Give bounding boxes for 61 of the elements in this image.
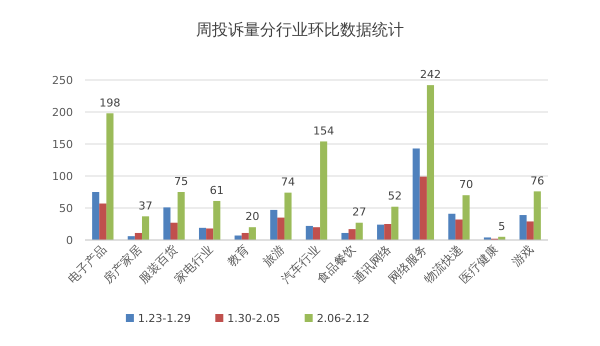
- bar: [178, 192, 185, 240]
- bar: [277, 218, 284, 240]
- data-label: 61: [210, 184, 224, 197]
- data-label: 70: [459, 178, 474, 192]
- data-label: 74: [281, 176, 296, 189]
- bar: [312, 227, 320, 240]
- bar: [134, 232, 142, 240]
- chart-title: 周投诉量分行业环比数据统计: [196, 20, 404, 39]
- y-tick-label: 100: [52, 170, 73, 183]
- bar: [306, 226, 313, 240]
- bar: [106, 113, 114, 240]
- bar: [242, 232, 249, 240]
- data-label: 5: [498, 220, 506, 233]
- data-label: 20: [245, 210, 260, 224]
- legend-label: 1.30-2.05: [227, 312, 280, 325]
- y-tick-label: 50: [59, 202, 73, 215]
- bar: [270, 210, 278, 240]
- bar: [448, 214, 456, 240]
- data-label: 37: [138, 199, 153, 212]
- legend-label: 2.06-2.12: [316, 312, 370, 325]
- bar: [520, 215, 527, 240]
- bar: [284, 192, 292, 240]
- x-tick-label: 教育: [224, 242, 252, 270]
- bar: [348, 229, 356, 240]
- bar: [377, 224, 384, 240]
- bar: [455, 220, 463, 240]
- data-label: 27: [352, 206, 366, 219]
- bar: [391, 206, 398, 240]
- bar: [213, 200, 220, 240]
- bar: [206, 228, 214, 240]
- bar: [248, 227, 256, 240]
- bar: [128, 236, 135, 240]
- y-tick-label: 150: [52, 138, 73, 151]
- bar: [384, 224, 392, 240]
- y-tick-label: 250: [52, 74, 73, 87]
- x-tick-label: 游戏: [509, 242, 536, 270]
- legend-label: 1.23-1.29: [138, 312, 191, 325]
- data-label: 76: [530, 174, 544, 188]
- data-label: 242: [420, 68, 441, 82]
- bar: [412, 148, 420, 240]
- bar: [99, 204, 106, 240]
- y-tick-label: 0: [66, 234, 73, 247]
- bar: [526, 221, 534, 240]
- bar: [163, 207, 170, 240]
- bar: [142, 216, 150, 240]
- bar: [341, 232, 349, 240]
- bar: [420, 176, 427, 240]
- y-tick-label: 200: [52, 106, 73, 119]
- bar: [356, 222, 363, 240]
- bar: [92, 192, 100, 240]
- data-label: 75: [174, 175, 188, 188]
- bar: [170, 222, 178, 240]
- bar: [462, 195, 470, 240]
- data-label: 52: [388, 190, 402, 203]
- bar: [534, 191, 541, 240]
- data-label: 198: [99, 96, 120, 110]
- bar: [320, 141, 328, 240]
- data-label: 154: [313, 124, 334, 138]
- bar: [198, 228, 206, 240]
- bar: [426, 85, 434, 240]
- x-tick-label: 旅游: [260, 242, 288, 270]
